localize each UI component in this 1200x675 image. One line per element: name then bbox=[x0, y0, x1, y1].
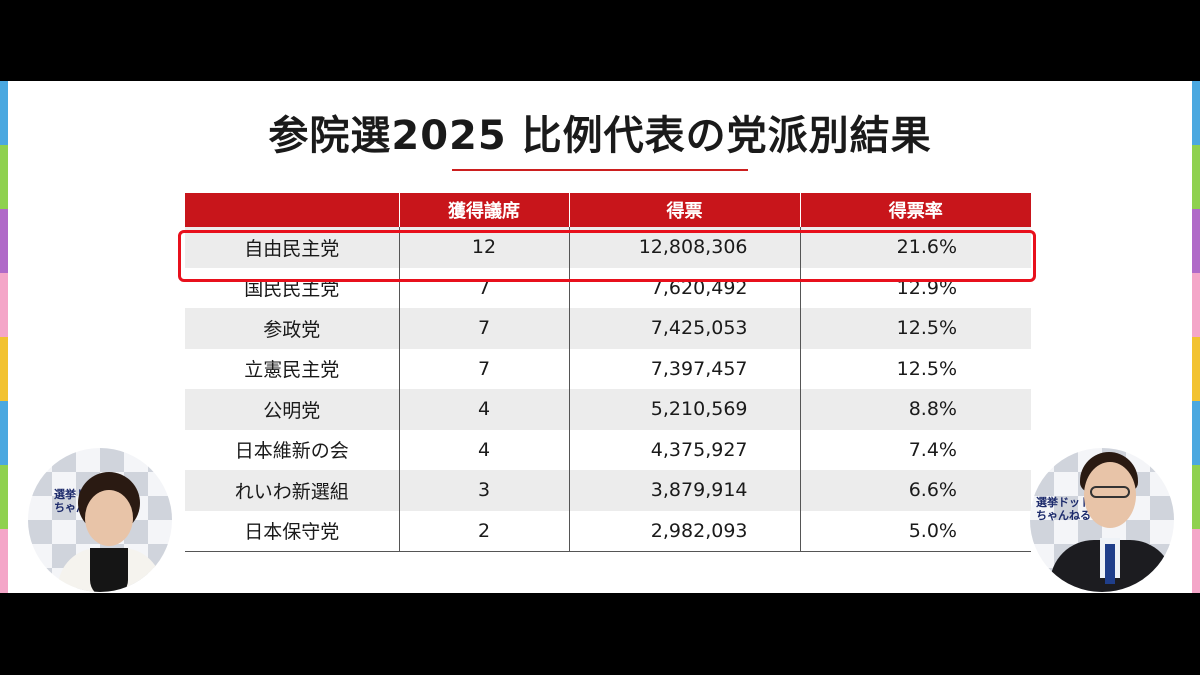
cell-votes: 3,879,914 bbox=[568, 470, 800, 511]
cell-seats: 2 bbox=[398, 510, 569, 552]
stripe-segment bbox=[1192, 337, 1200, 401]
stripe-segment bbox=[0, 145, 8, 209]
cell-party: れいわ新選組 bbox=[185, 470, 399, 511]
cell-party: 日本保守党 bbox=[185, 510, 399, 552]
title-underline bbox=[452, 169, 748, 171]
cell-seats: 7 bbox=[398, 308, 569, 349]
stripe-segment bbox=[0, 209, 8, 273]
slide-title: 参院選2025 比例代表の党派別結果 bbox=[268, 113, 932, 159]
cell-rate: 12.5% bbox=[799, 348, 1031, 389]
table-row: 公明党 4 5,210,569 8.8% bbox=[185, 389, 1031, 430]
cell-votes: 7,397,457 bbox=[568, 348, 800, 389]
table-header-row: 獲得議席 得票 得票率 bbox=[185, 193, 1031, 227]
cell-seats: 3 bbox=[398, 470, 569, 511]
stripe-segment bbox=[1192, 465, 1200, 529]
right-color-stripe bbox=[1192, 81, 1200, 593]
webcam-right-presenter: 選挙ドット ちゃんねる bbox=[1030, 448, 1174, 592]
cell-votes: 7,620,492 bbox=[568, 267, 800, 308]
presentation-slide: 参院選2025 比例代表の党派別結果 獲得議席 得票 得票率 自由民主党 12 12… bbox=[0, 81, 1200, 593]
cell-seats: 7 bbox=[398, 348, 569, 389]
stripe-segment bbox=[1192, 529, 1200, 593]
webcam-right-logo-line2: ちゃんねる bbox=[1036, 509, 1091, 522]
highlight-box bbox=[178, 230, 1036, 282]
webcam-left-presenter: 選挙ドットコム ちゃんねる bbox=[28, 448, 172, 592]
table-row: 国民民主党 7 7,620,492 12.9% bbox=[185, 267, 1031, 308]
cell-rate: 5.0% bbox=[799, 510, 1031, 552]
stripe-segment bbox=[0, 337, 8, 401]
cell-party: 公明党 bbox=[185, 389, 399, 430]
stripe-segment bbox=[1192, 81, 1200, 145]
cell-rate: 7.4% bbox=[799, 429, 1031, 470]
cell-rate: 21.6% bbox=[799, 227, 1031, 268]
table-row: 日本維新の会 4 4,375,927 7.4% bbox=[185, 429, 1031, 470]
stripe-segment bbox=[0, 81, 8, 145]
stripe-segment bbox=[0, 529, 8, 593]
cell-votes: 5,210,569 bbox=[568, 389, 800, 430]
left-color-stripe bbox=[0, 81, 8, 593]
results-table: 獲得議席 得票 得票率 自由民主党 12 12,808,306 21.6% 国民民主党 7… bbox=[185, 193, 1031, 552]
header-rate: 得票率 bbox=[799, 193, 1031, 227]
stripe-segment bbox=[0, 401, 8, 465]
table-row: 参政党 7 7,425,053 12.5% bbox=[185, 308, 1031, 349]
stripe-segment bbox=[1192, 273, 1200, 337]
header-votes: 得票 bbox=[568, 193, 800, 227]
table-body: 自由民主党 12 12,808,306 21.6% 国民民主党 7 7,620,492 12.… bbox=[185, 227, 1031, 552]
cell-rate: 12.9% bbox=[799, 267, 1031, 308]
table-row: れいわ新選組 3 3,879,914 6.6% bbox=[185, 470, 1031, 511]
cell-seats: 4 bbox=[398, 429, 569, 470]
cell-votes: 12,808,306 bbox=[568, 227, 800, 268]
stripe-segment bbox=[1192, 209, 1200, 273]
cell-party: 自由民主党 bbox=[185, 227, 399, 268]
cell-seats: 12 bbox=[398, 227, 569, 268]
cell-votes: 2,982,093 bbox=[568, 510, 800, 552]
cell-party: 参政党 bbox=[185, 308, 399, 349]
cell-votes: 7,425,053 bbox=[568, 308, 800, 349]
cell-party: 国民民主党 bbox=[244, 278, 340, 301]
stripe-segment bbox=[0, 465, 8, 529]
cell-seats: 4 bbox=[398, 389, 569, 430]
table-row: 立憲民主党 7 7,397,457 12.5% bbox=[185, 348, 1031, 389]
cell-rate: 6.6% bbox=[799, 470, 1031, 511]
cell-rate: 12.5% bbox=[799, 308, 1031, 349]
cell-party: 日本維新の会 bbox=[234, 440, 349, 463]
stripe-segment bbox=[1192, 145, 1200, 209]
cell-seats: 7 bbox=[398, 267, 569, 308]
cell-votes: 4,375,927 bbox=[568, 429, 800, 470]
cell-party: 立憲民主党 bbox=[244, 359, 340, 382]
webcam-right-logo-line1: 選挙ドット bbox=[1036, 496, 1091, 509]
table-row: 自由民主党 12 12,808,306 21.6% bbox=[185, 227, 1031, 268]
header-seats: 獲得議席 bbox=[398, 193, 569, 227]
header-party bbox=[185, 193, 399, 227]
stripe-segment bbox=[0, 273, 8, 337]
cell-rate: 8.8% bbox=[799, 389, 1031, 430]
table-row: 日本保守党 2 2,982,093 5.0% bbox=[185, 510, 1031, 552]
stripe-segment bbox=[1192, 401, 1200, 465]
